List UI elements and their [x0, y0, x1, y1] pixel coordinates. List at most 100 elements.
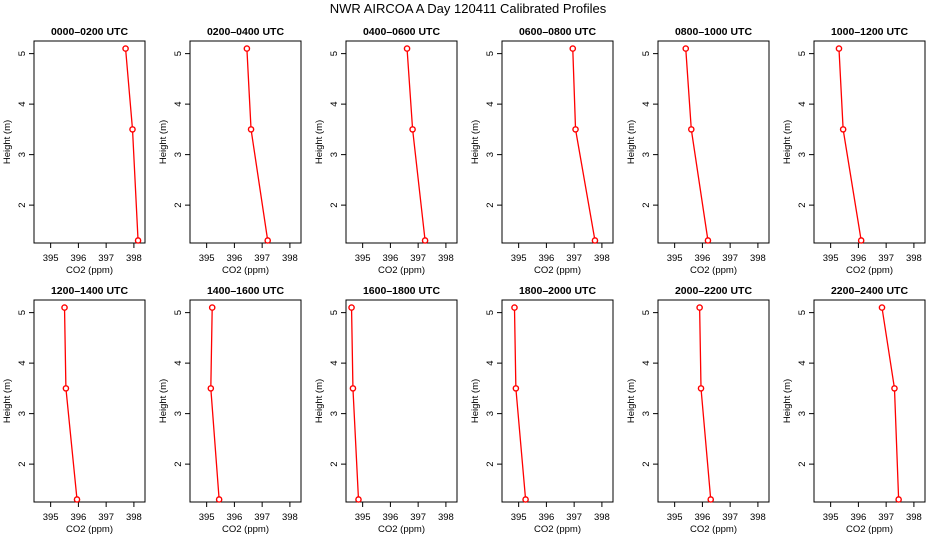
x-tick-label: 396	[694, 512, 710, 523]
y-tick-label: 5	[485, 51, 496, 56]
y-axis-label: Height (m)	[626, 120, 637, 164]
y-axis-label: Height (m)	[626, 379, 637, 423]
x-tick-label: 398	[126, 512, 142, 523]
data-point	[697, 385, 705, 392]
y-tick-label: 3	[797, 411, 808, 416]
panel-title: 2200–2400 UTC	[831, 285, 908, 297]
x-axis-label: CO2 (ppm)	[534, 524, 581, 535]
y-tick-label: 3	[173, 411, 184, 416]
y-axis-label: Height (m)	[470, 120, 481, 164]
x-tick-label: 397	[98, 512, 114, 523]
chart-panel-6: 1200–1400 UTC 395 396 397 398 2 3 4 5 CO2 (ppm) He…	[2, 285, 146, 535]
y-tick-label: 2	[329, 461, 340, 466]
profile-line	[350, 307, 360, 500]
data-point	[208, 304, 216, 311]
chart-panel-0: 0000–0200 UTC 395 396 397 398 2 3 4 5 CO2 (ppm) He…	[2, 26, 146, 276]
x-axis-label: CO2 (ppm)	[846, 524, 893, 535]
x-tick-label: 396	[70, 512, 86, 523]
y-axis-label: Height (m)	[2, 120, 13, 164]
data-point	[512, 385, 520, 392]
y-tick-label: 5	[797, 51, 808, 56]
x-tick-label: 397	[566, 253, 582, 264]
y-tick-label: 4	[17, 101, 28, 106]
y-tick-label: 5	[641, 310, 652, 315]
y-axis-label: Height (m)	[314, 120, 325, 164]
x-tick-label: 398	[750, 512, 766, 523]
data-point	[129, 126, 136, 133]
chart-panel-2: 0400–0600 UTC 395 396 397 398 2 3 4 5 CO2 (ppm) He…	[314, 26, 458, 276]
x-tick-label: 397	[722, 253, 738, 264]
y-axis-label: Height (m)	[2, 379, 13, 423]
plot-frame	[345, 40, 458, 244]
panel-title: 1200–1400 UTC	[51, 285, 128, 297]
y-tick-label: 4	[797, 101, 808, 106]
y-axis-label: Height (m)	[782, 379, 793, 423]
x-tick-label: 398	[282, 253, 298, 264]
plot-frame	[33, 299, 146, 503]
data-point	[839, 126, 847, 133]
x-axis-label: CO2 (ppm)	[846, 265, 893, 276]
y-tick-label: 5	[641, 51, 652, 56]
profile-line	[124, 48, 139, 241]
y-tick-label: 2	[641, 202, 652, 207]
y-tick-label: 3	[329, 152, 340, 157]
x-tick-label: 396	[538, 253, 554, 264]
chart-panel-3: 0600–0800 UTC 395 396 397 398 2 3 4 5 CO2 (ppm) He…	[470, 26, 614, 276]
y-tick-label: 3	[17, 152, 28, 157]
panel-title: 0800–1000 UTC	[675, 26, 752, 38]
plot-frame	[657, 40, 770, 244]
x-tick-label: 395	[199, 512, 215, 523]
y-tick-label: 2	[485, 461, 496, 466]
data-point	[857, 237, 865, 244]
y-axis-label: Height (m)	[158, 379, 169, 423]
data-point	[403, 45, 411, 52]
x-tick-label: 396	[226, 512, 242, 523]
x-axis-label: CO2 (ppm)	[66, 265, 113, 276]
profile-line	[246, 48, 269, 241]
data-point	[122, 45, 129, 52]
data-point	[704, 237, 712, 244]
y-tick-label: 3	[485, 411, 496, 416]
profile-line	[63, 307, 78, 500]
y-tick-label: 5	[329, 310, 340, 315]
x-tick-label: 396	[850, 253, 866, 264]
y-tick-label: 5	[797, 310, 808, 315]
profile-line	[513, 307, 527, 500]
panel-title: 0600–0800 UTC	[519, 26, 596, 38]
x-axis-label: CO2 (ppm)	[690, 524, 737, 535]
data-point	[878, 304, 886, 311]
x-tick-label: 398	[906, 512, 922, 523]
data-point	[891, 385, 898, 392]
x-axis-label: CO2 (ppm)	[222, 265, 269, 276]
panel-title: 1600–1800 UTC	[363, 285, 440, 297]
y-tick-label: 4	[329, 360, 340, 365]
plot-frame	[813, 299, 926, 503]
x-tick-label: 395	[667, 512, 683, 523]
x-tick-label: 397	[98, 253, 114, 264]
profile-line	[698, 307, 712, 500]
y-tick-label: 5	[17, 51, 28, 56]
y-tick-label: 4	[329, 101, 340, 106]
x-tick-label: 397	[878, 512, 894, 523]
y-tick-label: 2	[173, 461, 184, 466]
x-tick-label: 395	[43, 253, 59, 264]
panel-title: 0200–0400 UTC	[207, 26, 284, 38]
data-point	[73, 496, 81, 503]
x-axis-label: CO2 (ppm)	[534, 265, 581, 276]
x-tick-label: 396	[538, 512, 554, 523]
y-axis-label: Height (m)	[782, 120, 793, 164]
chart-panel-10: 2000–2200 UTC 395 396 397 398 2 3 4 5 CO2 (ppm) He…	[626, 285, 770, 535]
x-axis-label: CO2 (ppm)	[378, 265, 425, 276]
y-tick-label: 4	[641, 360, 652, 365]
data-point	[569, 45, 577, 52]
data-point	[355, 496, 362, 503]
chart-panel-9: 1800–2000 UTC 395 396 397 398 2 3 4 5 CO2 (ppm) He…	[470, 285, 614, 535]
x-tick-label: 395	[355, 253, 371, 264]
y-tick-label: 3	[173, 152, 184, 157]
data-point	[349, 385, 357, 392]
data-point	[215, 496, 223, 503]
x-axis-label: CO2 (ppm)	[690, 265, 737, 276]
x-tick-label: 397	[254, 512, 270, 523]
plot-frame	[813, 40, 926, 244]
